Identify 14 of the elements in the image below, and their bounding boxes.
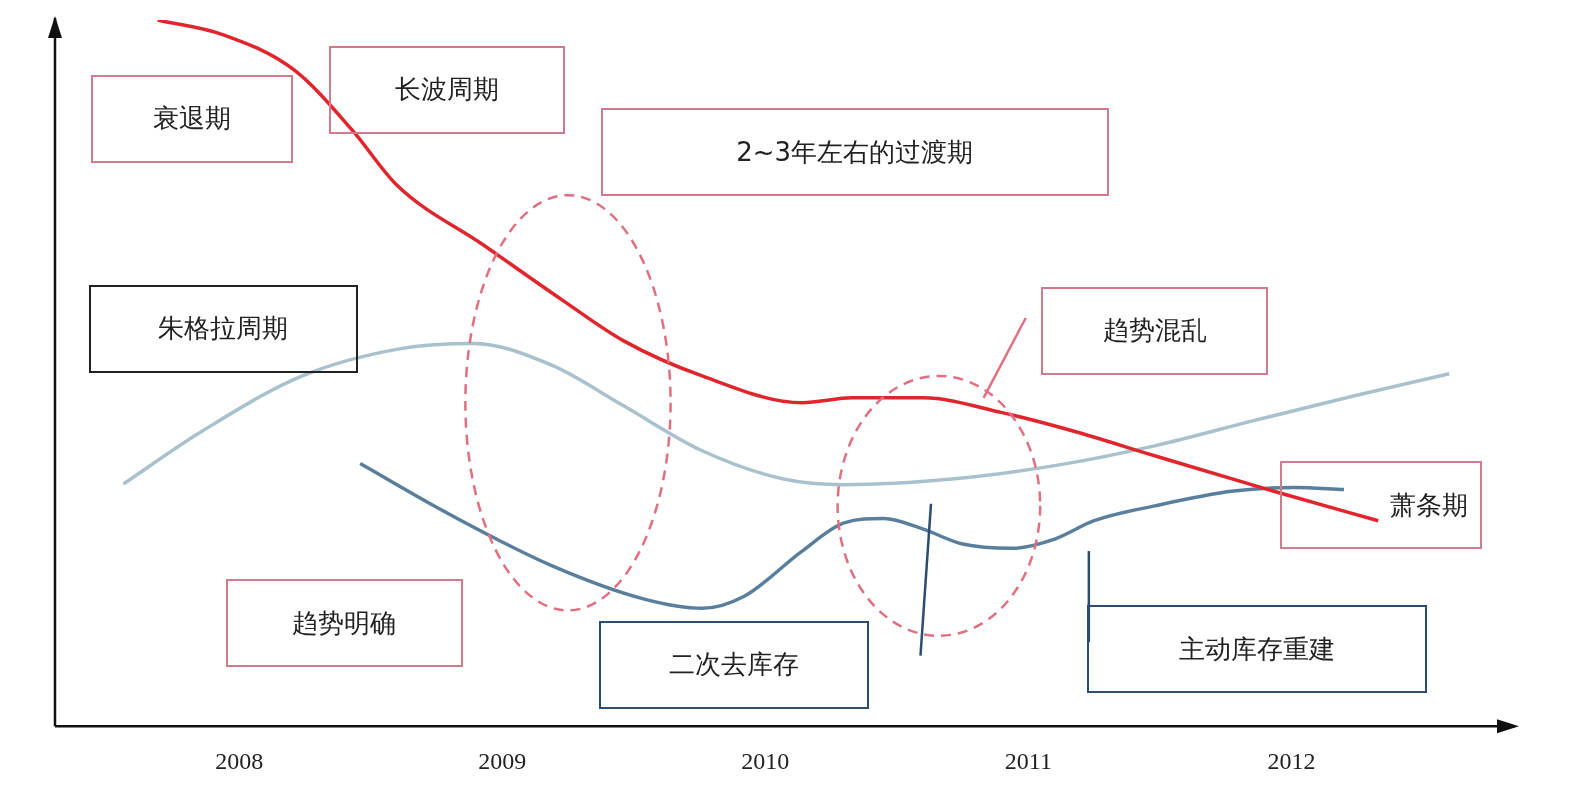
x-tick-label: 2012 xyxy=(1267,747,1316,774)
x-tick-label: 2009 xyxy=(478,747,527,774)
annotation: 长波周期 xyxy=(328,45,565,134)
annotation: 衰退期 xyxy=(90,74,293,163)
annotation: 2~3年左右的过渡期 xyxy=(600,108,1109,197)
annotation: 萧条期 xyxy=(1279,461,1482,550)
x-tick-label: 2011 xyxy=(1004,747,1052,774)
annotation: 二次去库存 xyxy=(598,620,869,709)
x-tick-label: 2008 xyxy=(215,747,264,774)
annotation: 趋势明确 xyxy=(225,579,463,668)
annotation: 主动库存重建 xyxy=(1087,605,1428,694)
annotation: 趋势混乱 xyxy=(1041,286,1269,375)
x-tick-label: 2010 xyxy=(741,747,790,774)
annotation: 朱格拉周期 xyxy=(88,284,358,373)
